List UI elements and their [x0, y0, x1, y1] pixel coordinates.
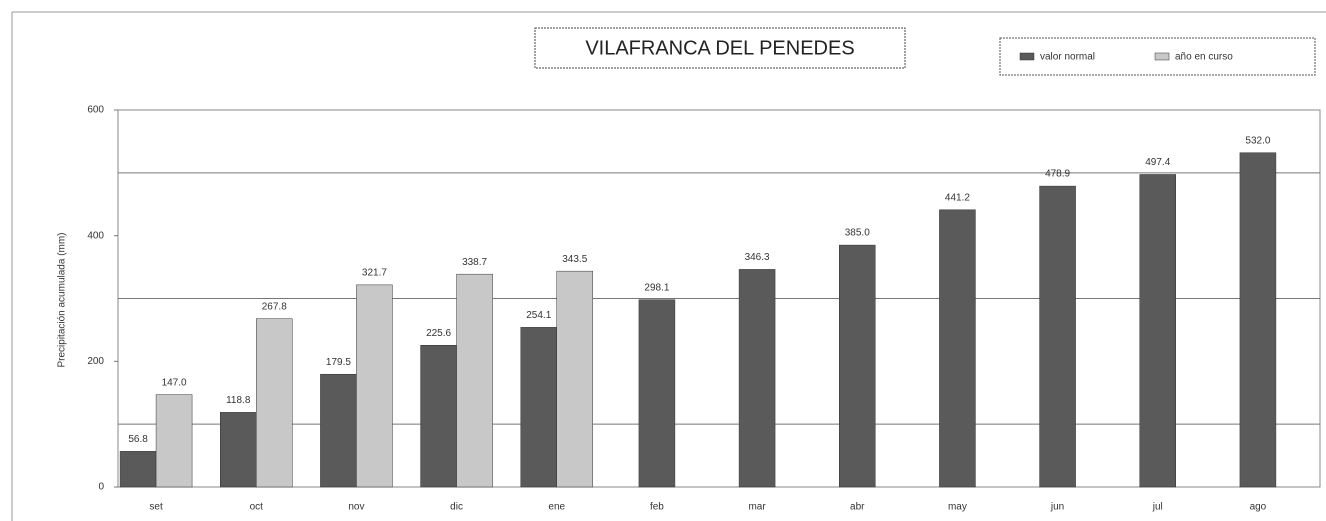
chart-title: VILAFRANCA DEL PENEDES: [585, 37, 854, 59]
bar: [1239, 152, 1277, 488]
bar: [520, 327, 557, 488]
bar: [119, 451, 157, 488]
value-label: 118.8: [226, 395, 251, 406]
value-label: 267.8: [262, 301, 287, 312]
value-label: 56.8: [128, 434, 148, 445]
value-label: 225.6: [426, 328, 451, 339]
bar: [420, 344, 457, 488]
x-tick-label: nov: [348, 502, 364, 513]
value-label: 346.3: [745, 252, 770, 263]
legend-swatch: [1019, 52, 1035, 61]
x-tick-label: jul: [1152, 502, 1163, 513]
bar: [320, 373, 357, 488]
value-label: 147.0: [162, 377, 187, 388]
x-tick-label: may: [948, 502, 967, 513]
title-box: [534, 27, 906, 69]
value-label: 254.1: [526, 310, 551, 321]
x-tick-label: abr: [850, 502, 865, 513]
bar: [939, 209, 976, 488]
x-tick-label: mar: [748, 502, 766, 513]
bar: [1039, 185, 1076, 488]
x-tick-label: ago: [1250, 502, 1267, 513]
bar: [839, 244, 876, 488]
legend-swatch: [1154, 52, 1170, 61]
legend-label: valor normal: [1040, 52, 1095, 63]
x-tick-label: feb: [650, 502, 664, 513]
x-tick-label: jun: [1050, 502, 1064, 513]
x-tick-label: ene: [548, 502, 565, 513]
bar: [456, 273, 493, 488]
bar: [356, 284, 393, 488]
bar: [256, 318, 293, 488]
value-label: 497.4: [1145, 157, 1170, 168]
value-label: 179.5: [326, 357, 351, 368]
x-tick-label: dic: [450, 502, 463, 513]
legend-label: año en curso: [1175, 52, 1233, 63]
value-label: 478.9: [1045, 169, 1070, 180]
y-tick-label: 400: [87, 230, 104, 241]
y-tick-label: 0: [98, 482, 104, 493]
value-label: 338.7: [462, 257, 487, 268]
bar: [155, 394, 193, 488]
bar: [220, 412, 257, 488]
bar: [1139, 174, 1176, 488]
value-label: 343.5: [562, 254, 587, 265]
y-axis-label: Precipitación acumulada (mm): [57, 232, 68, 367]
y-tick-label: 200: [87, 356, 104, 367]
value-label: 298.1: [644, 282, 669, 293]
value-label: 532.0: [1245, 135, 1270, 146]
value-label: 385.0: [845, 228, 870, 239]
bar: [738, 269, 776, 488]
value-label: 441.2: [945, 192, 970, 203]
y-tick-label: 600: [87, 105, 104, 116]
value-label: 321.7: [362, 268, 387, 279]
x-tick-label: oct: [250, 502, 264, 513]
bar: [638, 299, 676, 488]
x-tick-label: set: [149, 502, 163, 513]
bar: [556, 270, 593, 488]
